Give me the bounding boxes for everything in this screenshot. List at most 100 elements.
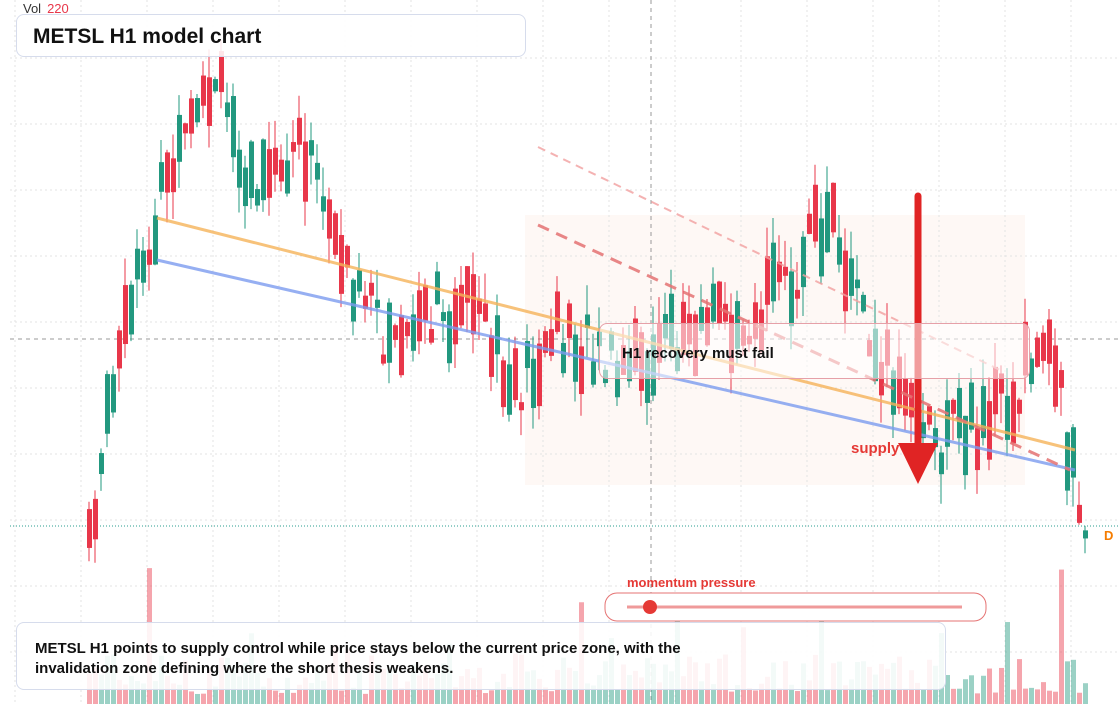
candle-body (699, 306, 704, 331)
title: METSL H1 model chart (33, 25, 262, 48)
candle-body (531, 358, 536, 409)
volume-bar (969, 675, 974, 704)
candle-body (417, 290, 422, 342)
volume-bar (945, 675, 950, 704)
candle-body (1035, 337, 1040, 367)
candle-body (825, 191, 830, 253)
candle-body (711, 283, 716, 322)
volume-bar (777, 688, 782, 704)
candle-body (891, 370, 896, 415)
candle-body (249, 141, 254, 199)
volume-bar (1059, 569, 1064, 704)
candle-body (819, 218, 824, 277)
candle-body (351, 279, 356, 322)
volume-bar (993, 692, 998, 704)
candle-body (837, 237, 842, 265)
candle-body (135, 248, 140, 280)
volume-bar (483, 693, 488, 704)
candle-body (111, 374, 116, 413)
volume-bar (957, 688, 962, 704)
candle-body (513, 348, 518, 401)
candle-body (309, 140, 314, 156)
volume-bar (795, 691, 800, 704)
slider-label: momentum pressure (627, 575, 756, 590)
candle-body (615, 360, 620, 398)
candle-body (789, 271, 794, 327)
description: METSL H1 points to supply control while … (35, 640, 681, 677)
candle-body (573, 334, 578, 382)
volume-bar (1047, 690, 1052, 704)
candle-body (345, 245, 350, 268)
candle-body (321, 196, 326, 212)
volume-bar (753, 690, 758, 704)
candle-body (441, 312, 446, 322)
candle-body (219, 51, 224, 93)
candle-body (201, 75, 206, 106)
candle-body (525, 341, 530, 369)
candle-body (783, 266, 788, 276)
volume-bar (153, 681, 158, 704)
candle-body (405, 321, 410, 337)
volume-label: Vol (23, 1, 42, 16)
volume-bar (459, 676, 464, 704)
candle-body (261, 139, 266, 201)
slider-knob[interactable] (643, 600, 657, 614)
candle-body (579, 346, 584, 395)
volume-bar (963, 679, 968, 704)
candle-body (171, 158, 176, 193)
volume-bar (903, 688, 908, 704)
volume-bar (297, 684, 302, 704)
volume-legend: Vol 220 (23, 1, 69, 16)
candle-body (207, 77, 212, 126)
candle-body (279, 159, 284, 182)
volume-bar (405, 681, 410, 704)
candle-body (921, 422, 926, 439)
candle-body (765, 256, 770, 305)
candle-body (273, 147, 278, 175)
volume-bar (591, 685, 596, 704)
volume-bar (177, 684, 182, 704)
volume-bar (453, 687, 458, 704)
volume-bar (399, 688, 404, 704)
candle-body (843, 250, 848, 312)
volume-bar (1029, 687, 1034, 704)
candle-body (153, 215, 158, 265)
candle-body (1017, 399, 1022, 414)
candle-body (1083, 530, 1088, 539)
candle-body (381, 354, 386, 364)
candle-body (549, 329, 554, 356)
candle-body (999, 373, 1004, 394)
candle-body (183, 123, 188, 134)
volume-bar (1083, 683, 1088, 704)
candle-body (813, 184, 818, 242)
volume-bar (285, 677, 290, 704)
candle-body (495, 315, 500, 355)
price-tag: D (1100, 527, 1120, 545)
candle-body (453, 288, 458, 345)
candle-body (243, 167, 248, 207)
thesis-label: H1 recovery must fail (622, 345, 774, 362)
volume-bar (843, 685, 848, 704)
candle-body (165, 152, 170, 193)
candle-body (411, 314, 416, 351)
candle-body (105, 374, 110, 434)
volume-bar (807, 680, 812, 704)
volume-bar (273, 690, 278, 704)
volume-bar (981, 675, 986, 704)
volume-bar (489, 690, 494, 704)
candle-body (159, 162, 164, 192)
candle-body (315, 162, 320, 180)
candle-body (957, 387, 962, 439)
supply-label: supply (851, 440, 900, 457)
volume-bar (135, 681, 140, 704)
volume-bar (237, 676, 242, 704)
candle-body (717, 281, 722, 324)
candle-body (849, 258, 854, 296)
volume-bar (951, 688, 956, 704)
volume-bar (507, 686, 512, 704)
volume-bar (117, 679, 122, 704)
candle-body (951, 399, 956, 414)
volume-bar (195, 693, 200, 704)
candle-body (1065, 432, 1070, 491)
